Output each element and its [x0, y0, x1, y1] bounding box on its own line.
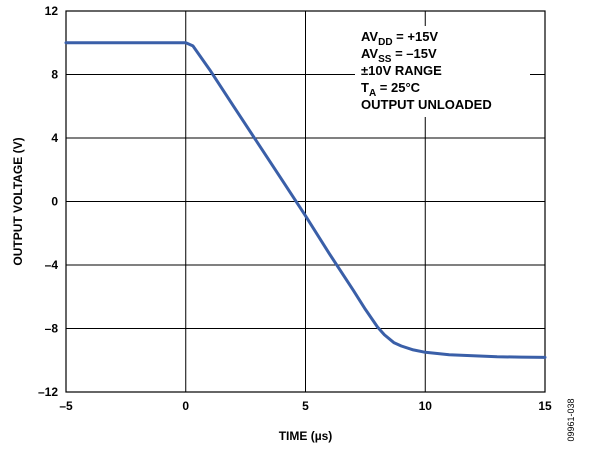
annotation-line: AVSS = –15V [361, 46, 437, 65]
x-tick-labels: –5 0 5 10 15 [59, 399, 552, 413]
x-tick-label: 5 [302, 399, 309, 413]
x-axis-title: TIME (µs) [279, 429, 333, 443]
series-line [64, 41, 547, 359]
y-tick-label: 4 [51, 131, 58, 145]
annotation-line: AVDD = +15V [361, 29, 438, 48]
x-tick-label: 10 [419, 399, 433, 413]
x-tick-label: 0 [182, 399, 189, 413]
x-tick-label: –5 [59, 399, 73, 413]
annotation-line: OUTPUT UNLOADED [361, 97, 492, 112]
x-tick-label: 15 [538, 399, 552, 413]
y-tick-labels: 12 8 4 0 –4 –8 –12 [38, 4, 58, 399]
annotation-background [355, 26, 530, 117]
y-tick-label: 12 [45, 4, 59, 18]
y-tick-label: –8 [45, 322, 59, 336]
y-tick-label: –12 [38, 385, 58, 399]
y-tick-label: –4 [45, 258, 59, 272]
y-tick-label: 8 [51, 68, 58, 82]
annotation-line: TA = 25°C [361, 80, 421, 99]
figure-id: 09961-038 [566, 398, 576, 441]
y-tick-label: 0 [51, 195, 58, 209]
y-axis-title: OUTPUT VOLTAGE (V) [11, 137, 25, 265]
plot-frame [65, 10, 546, 393]
annotation-line: ±10V RANGE [361, 63, 442, 78]
